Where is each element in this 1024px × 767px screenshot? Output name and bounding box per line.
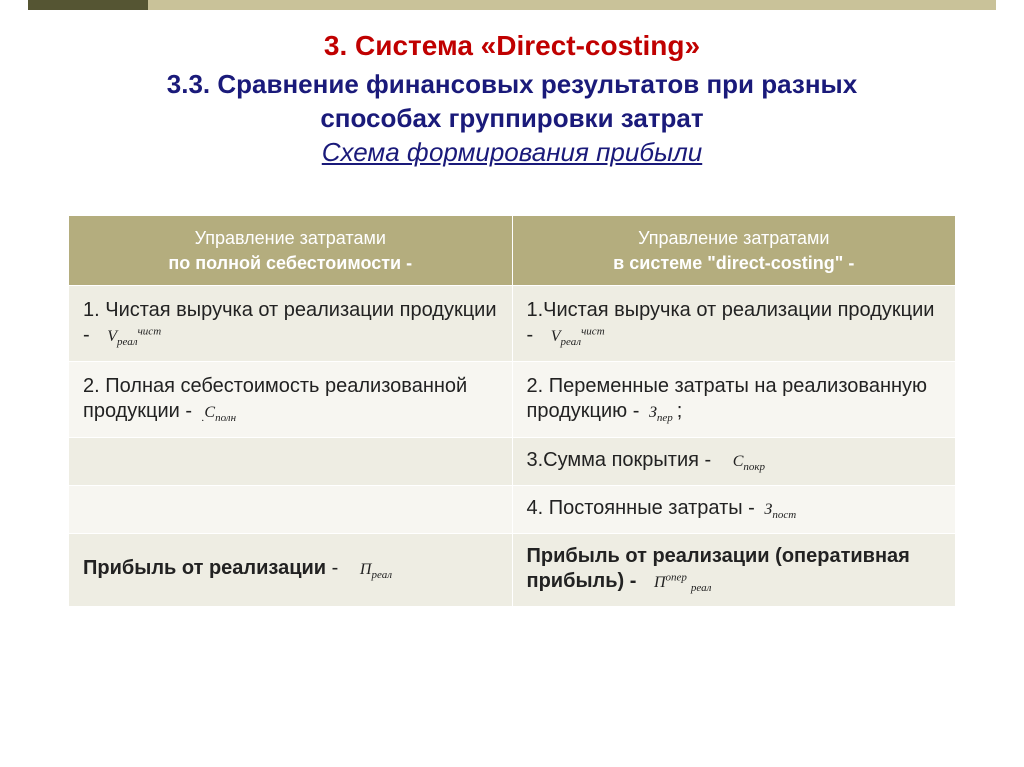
formula-base: V [107,328,117,345]
header-left: Управление затратами по полной себестоим… [69,216,513,286]
header-right: Управление затратами в системе "direct-c… [512,216,956,286]
formula-base: З [649,404,657,421]
slide: 3. Система «Direct-costing» 3.3. Сравнен… [28,10,996,757]
r2-left-formula: .Сполн [198,404,236,421]
title-italic: Схема формирования прибыли [322,137,702,167]
formula-base: С [733,453,744,470]
r5-right-text: Прибыль от реализации (оперативная прибы… [527,545,910,592]
table-row: 4. Постоянные затраты - Зпост [69,485,956,533]
cell-r4-left [69,485,513,533]
formula-base: П [360,561,372,578]
cell-r1-left: 1. Чистая выручка от реализации продукци… [69,285,513,361]
r5-left-formula: Преал [344,561,392,578]
r5-left-dash: - [326,557,338,579]
accent-light [148,0,996,10]
accent-dark [28,0,148,10]
title-sub: 3.3. Сравнение финансовых результатов пр… [68,68,956,169]
table-row: 2. Полная себестоимость реализованной пр… [69,361,956,437]
r1-right-formula: Vреалчист [539,328,605,345]
cell-r4-right: 4. Постоянные затраты - Зпост [512,485,956,533]
r3-right-text: 3.Сумма покрытия - [527,449,712,471]
r5-right-formula: Попер реал [642,574,712,591]
formula-sub: полн [215,412,236,424]
cell-r3-left [69,437,513,485]
title-sub-line2: способах группировки затрат [320,103,703,133]
header-left-line1: Управление затратами [195,228,386,248]
formula-base: С [204,404,215,421]
r1-left-formula: Vреалчист [95,328,161,345]
formula-sub: пост [772,509,796,521]
cell-r2-right: 2. Переменные затраты на реализованную п… [512,361,956,437]
r2-right-text: 2. Переменные затраты на реализованную п… [527,375,928,422]
formula-sup: чист [138,325,162,337]
title-sub-prefix: 3.3. [167,69,218,99]
formula-sub: реал [117,336,138,348]
r2-right-formula: Зпер [645,404,677,421]
header-right-line1: Управление затратами [638,228,829,248]
formula-sub: пер [657,412,673,424]
r2-right-suffix: ; [677,400,683,422]
formula-sub: покр [743,461,765,473]
formula-base: V [551,328,561,345]
accent-bar [28,0,996,10]
cell-r5-left: Прибыль от реализации - Преал [69,533,513,606]
r5-left-text: Прибыль от реализации [83,557,326,579]
table-row: 3.Сумма покрытия - Спокр [69,437,956,485]
header-right-line2: в системе "direct-costing" - [613,253,854,273]
cell-r1-right: 1.Чистая выручка от реализации продукции… [512,285,956,361]
title-main: 3. Система «Direct-costing» [68,30,956,62]
cell-r5-right: Прибыль от реализации (оперативная прибы… [512,533,956,606]
r3-right-formula: Спокр [717,453,765,470]
r2-left-text: 2. Полная себестоимость реализованной пр… [83,375,467,422]
formula-sub: реал [371,570,392,582]
r4-right-formula: Зпост [760,501,796,518]
formula-base: П [654,574,666,591]
table-header-row: Управление затратами по полной себестоим… [69,216,956,286]
title-sub-line1: Сравнение финансовых результатов при раз… [217,69,857,99]
r4-right-text: 4. Постоянные затраты - [527,497,755,519]
header-left-line2: по полной себестоимости - [168,253,412,273]
cell-r2-left: 2. Полная себестоимость реализованной пр… [69,361,513,437]
formula-sup: чист [581,325,605,337]
title-block: 3. Система «Direct-costing» 3.3. Сравнен… [68,30,956,169]
comparison-table: Управление затратами по полной себестоим… [68,215,956,607]
formula-sup: опер [666,572,687,584]
cell-r3-right: 3.Сумма покрытия - Спокр [512,437,956,485]
comparison-table-wrap: Управление затратами по полной себестоим… [68,215,956,607]
table-row: Прибыль от реализации - Преал Прибыль от… [69,533,956,606]
formula-sub: реал [561,336,582,348]
table-row: 1. Чистая выручка от реализации продукци… [69,285,956,361]
formula-sub: реал [691,582,712,594]
